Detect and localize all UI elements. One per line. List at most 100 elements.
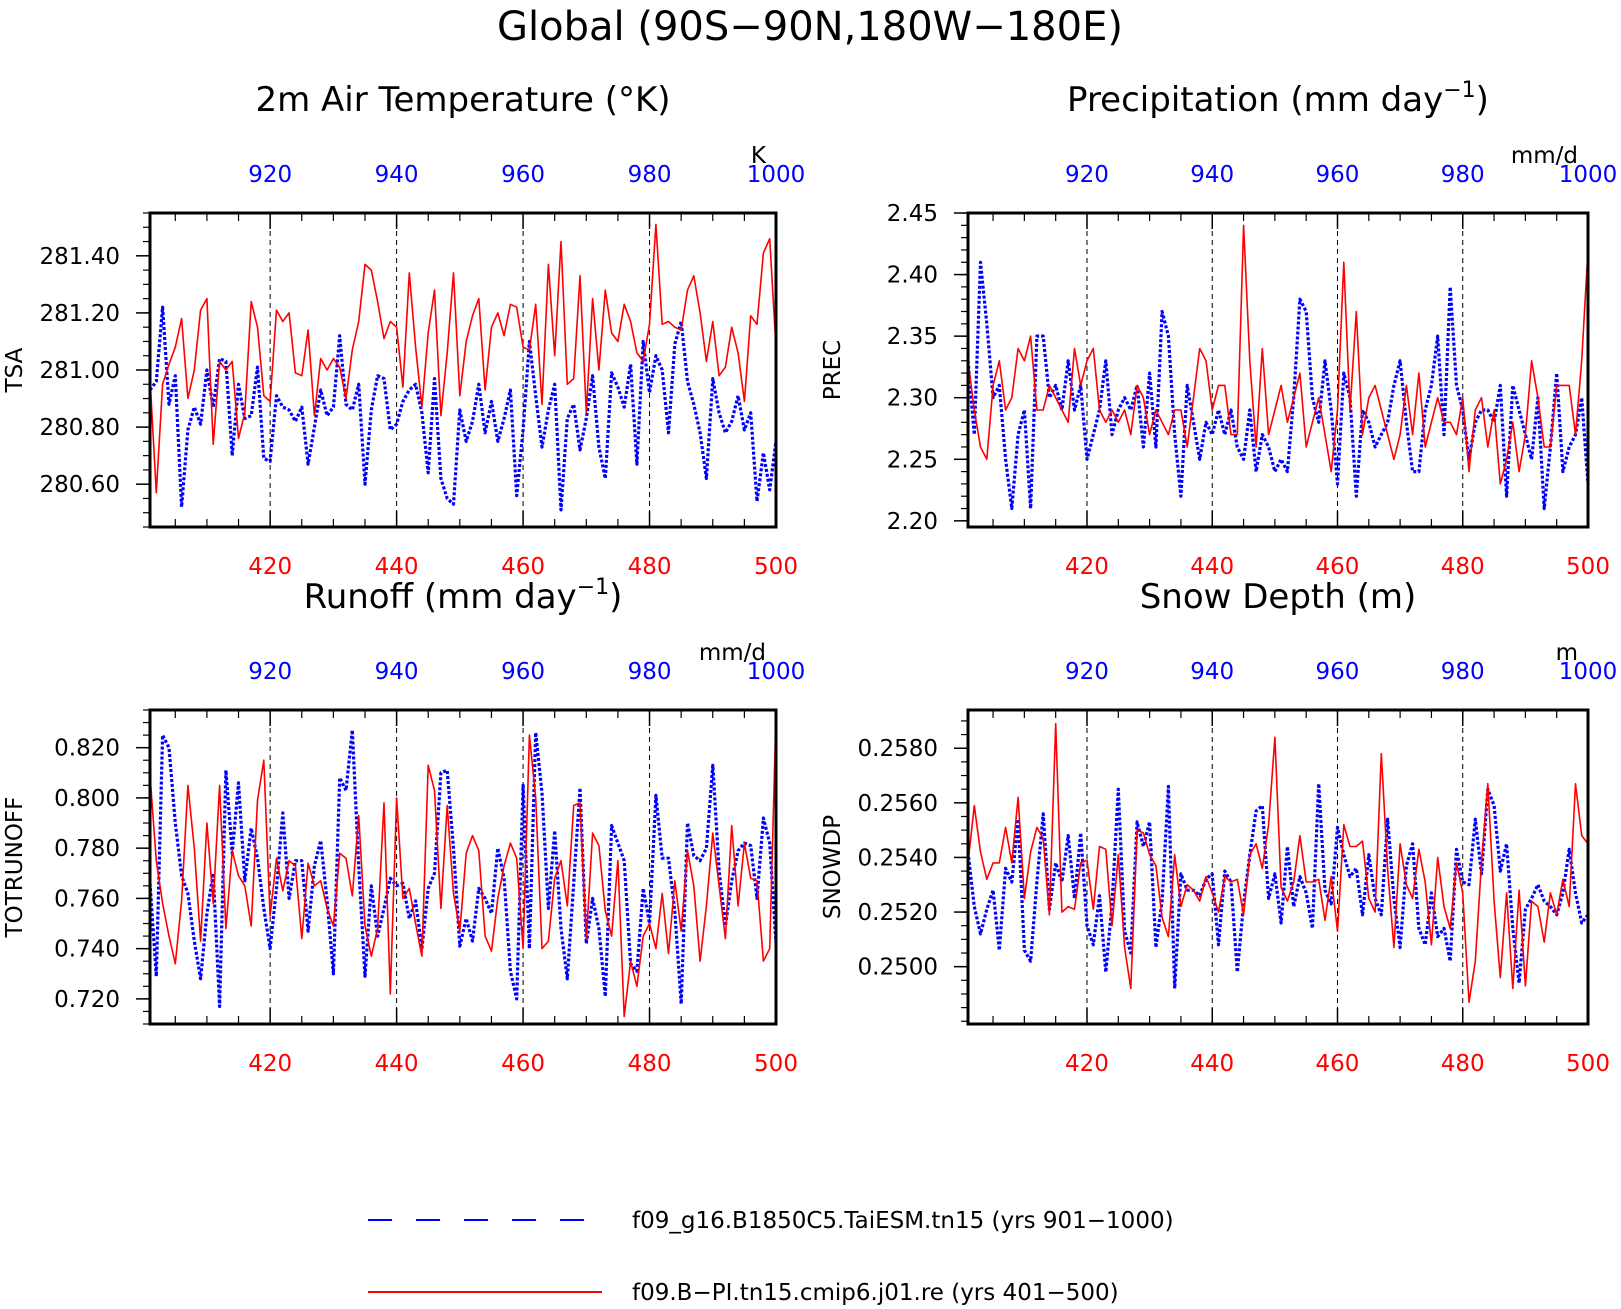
y-tick-label-runoff: 0.740 (54, 937, 120, 963)
series-line-cmip6-snow-depth (967, 722, 1589, 1004)
x-tick-label-bottom-snow-depth: 420 (1065, 1051, 1109, 1077)
units-label-runoff: mm/d (699, 640, 766, 666)
x-tick-label-top-air-temperature: 980 (628, 162, 672, 188)
y-axis-label-snow-depth: SNOWDP (820, 815, 846, 919)
panel-title-text-runoff: Runoff (mm day (304, 577, 577, 617)
x-tick-label-top-runoff: 960 (501, 659, 545, 685)
x-tick-label-bottom-air-temperature: 420 (248, 554, 292, 580)
units-label-air-temperature: K (751, 143, 767, 169)
y-tick-label-snow-depth: 0.2560 (858, 791, 938, 817)
x-tick-label-bottom-precipitation: 420 (1065, 554, 1109, 580)
y-tick-label-air-temperature: 280.80 (40, 415, 120, 441)
x-tick-label-bottom-air-temperature: 500 (754, 554, 798, 580)
y-axis-label-precipitation: PREC (820, 340, 846, 400)
x-tick-label-bottom-precipitation: 500 (1566, 554, 1610, 580)
plot-frame-precipitation (966, 211, 1590, 529)
x-tick-label-bottom-air-temperature: 480 (628, 554, 672, 580)
x-tick-label-top-precipitation: 1000 (1559, 162, 1618, 188)
legend-label-series-a: f09_g16.B1850C5.TaiESM.tn15 (yrs 901−100… (632, 1208, 1174, 1234)
x-tick-label-top-air-temperature: 940 (375, 162, 419, 188)
x-tick-label-bottom-precipitation: 440 (1190, 554, 1234, 580)
x-tick-label-bottom-runoff: 440 (375, 1051, 419, 1077)
panel-air-temperature: 2m Air Temperature (°K) K TSA 420 440 460 480 5… (2, 80, 805, 580)
legend-label-series-b: f09.B−PI.tn15.cmip6.j01.re (yrs 401−500) (632, 1280, 1119, 1306)
panel-title-air-temperature: 2m Air Temperature (°K) (255, 80, 670, 120)
legend: f09_g16.B1850C5.TaiESM.tn15 (yrs 901−100… (368, 1208, 1174, 1306)
x-tick-label-bottom-snow-depth: 500 (1566, 1051, 1610, 1077)
x-tick-label-bottom-runoff: 500 (754, 1051, 798, 1077)
series-line-taiesm-air-temperature (148, 305, 778, 512)
y-tick-label-runoff: 0.820 (54, 736, 120, 762)
plot-frame-air-temperature (148, 211, 778, 529)
x-tick-label-bottom-runoff: 480 (628, 1051, 672, 1077)
y-tick-label-precipitation: 2.45 (887, 201, 938, 227)
x-tick-label-top-runoff: 1000 (747, 659, 806, 685)
x-tick-label-top-snow-depth: 980 (1441, 659, 1485, 685)
x-tick-label-bottom-runoff: 420 (248, 1051, 292, 1077)
y-tick-label-runoff: 0.720 (54, 987, 120, 1013)
series-line-cmip6-precipitation (967, 224, 1589, 485)
y-tick-label-precipitation: 2.30 (887, 386, 938, 412)
panel-title-text-snow-depth: Snow Depth (m) (1140, 577, 1417, 617)
y-tick-label-air-temperature: 281.20 (40, 301, 120, 327)
panel-title-text-air-temperature: 2m Air Temperature (°K) (255, 80, 670, 120)
x-tick-label-top-snow-depth: 920 (1065, 659, 1109, 685)
plot-frame-snow-depth (966, 708, 1590, 1026)
x-tick-label-bottom-precipitation: 460 (1316, 554, 1360, 580)
x-tick-label-bottom-air-temperature: 440 (375, 554, 419, 580)
figure-title: Global (90S−90N,180W−180E) (497, 4, 1123, 50)
x-tick-label-top-runoff: 940 (375, 659, 419, 685)
y-axis-label-air-temperature: TSA (2, 347, 28, 393)
panel-runoff: Runoff (mm day−1) mm/d TOTRUNOFF 420 440 460 4… (2, 575, 805, 1077)
x-tick-label-top-snow-depth: 960 (1316, 659, 1360, 685)
x-tick-label-bottom-snow-depth: 460 (1316, 1051, 1360, 1077)
y-tick-label-precipitation: 2.25 (887, 447, 938, 473)
x-tick-label-top-precipitation: 920 (1065, 162, 1109, 188)
series-line-taiesm-precipitation (966, 260, 1590, 511)
x-tick-label-top-precipitation: 940 (1190, 162, 1234, 188)
x-tick-label-top-air-temperature: 1000 (747, 162, 806, 188)
units-label-snow-depth: m (1556, 640, 1578, 666)
y-tick-label-runoff: 0.780 (54, 836, 120, 862)
units-label-precipitation: mm/d (1511, 143, 1578, 169)
x-tick-label-top-snow-depth: 940 (1190, 659, 1234, 685)
panel-title-end-runoff: ) (609, 577, 622, 617)
series-line-cmip6-air-temperature (149, 223, 777, 494)
y-tick-label-air-temperature: 280.60 (40, 472, 120, 498)
x-tick-label-top-air-temperature: 960 (501, 162, 545, 188)
y-tick-label-air-temperature: 281.00 (40, 358, 120, 384)
x-tick-label-bottom-air-temperature: 460 (501, 554, 545, 580)
x-tick-label-top-precipitation: 980 (1441, 162, 1485, 188)
panel-precipitation: Precipitation (mm day−1) mm/d PREC 420 440 46… (820, 78, 1617, 580)
x-tick-label-top-runoff: 920 (248, 659, 292, 685)
x-tick-label-top-air-temperature: 920 (248, 162, 292, 188)
y-tick-label-snow-depth: 0.2500 (858, 955, 938, 981)
series-line-taiesm-runoff (148, 728, 778, 1009)
y-tick-label-air-temperature: 281.40 (40, 244, 120, 270)
y-tick-label-precipitation: 2.20 (887, 509, 938, 535)
y-tick-label-snow-depth: 0.2540 (858, 845, 938, 871)
panel-title-sup-runoff: −1 (577, 575, 609, 600)
y-axis-label-runoff: TOTRUNOFF (2, 797, 28, 939)
y-tick-label-precipitation: 2.35 (887, 324, 938, 350)
panel-title-snow-depth: Snow Depth (m) (1140, 577, 1417, 617)
panel-snow-depth: Snow Depth (m) m SNOWDP 420 440 460 480 500 920 9… (820, 577, 1617, 1077)
x-tick-label-top-snow-depth: 1000 (1559, 659, 1618, 685)
x-tick-label-top-runoff: 980 (628, 659, 672, 685)
y-tick-label-precipitation: 2.40 (887, 263, 938, 289)
y-tick-label-runoff: 0.760 (54, 886, 120, 912)
panel-title-sup-precipitation: −1 (1443, 78, 1475, 103)
x-tick-label-top-precipitation: 960 (1316, 162, 1360, 188)
x-tick-label-bottom-snow-depth: 480 (1441, 1051, 1485, 1077)
panel-title-runoff: Runoff (mm day−1) (304, 575, 623, 617)
y-tick-label-snow-depth: 0.2520 (858, 900, 938, 926)
panel-title-end-precipitation: ) (1476, 80, 1489, 120)
plot-frame-runoff (148, 708, 778, 1026)
y-tick-label-runoff: 0.800 (54, 786, 120, 812)
x-tick-label-bottom-runoff: 460 (501, 1051, 545, 1077)
x-tick-label-bottom-precipitation: 480 (1441, 554, 1485, 580)
y-tick-label-snow-depth: 0.2580 (858, 736, 938, 762)
x-tick-label-bottom-snow-depth: 440 (1190, 1051, 1234, 1077)
series-line-cmip6-runoff (149, 714, 777, 1018)
